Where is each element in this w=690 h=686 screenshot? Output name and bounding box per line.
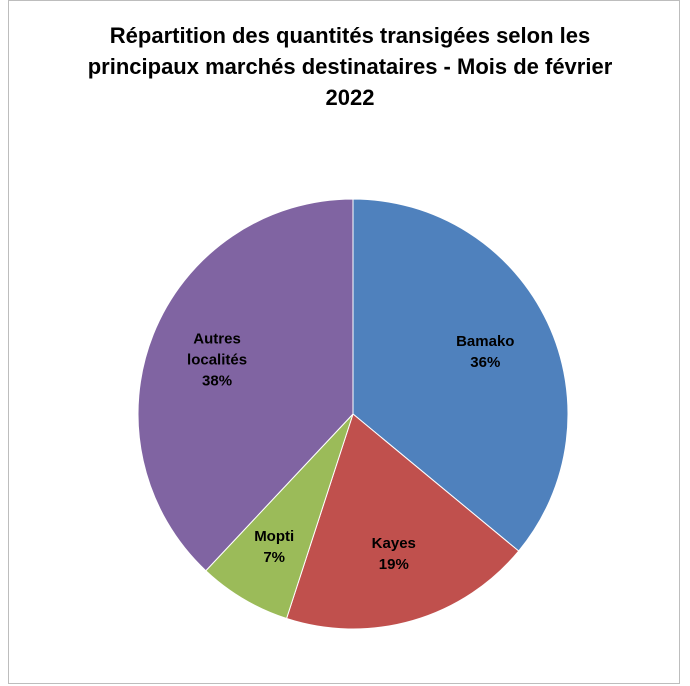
- slice-label: Autres localités 38%: [172, 329, 262, 392]
- chart-title: Répartition des quantités transigées sel…: [87, 23, 613, 110]
- pie-slice: [285, 413, 520, 630]
- value-label: 19%: [378, 556, 409, 574]
- value-label: 7%: [263, 549, 286, 567]
- slice-label: Mopti 7%: [229, 526, 319, 568]
- slice-label: Bamako 36%: [440, 331, 530, 373]
- slice-label: Kayes 19%: [349, 533, 439, 575]
- value-label: 38%: [202, 372, 233, 390]
- category-label: Kayes: [371, 535, 416, 553]
- pie-slice: [137, 198, 354, 572]
- category-label: Autres localités: [187, 330, 248, 369]
- value-label: 36%: [470, 353, 501, 371]
- chart-frame: [8, 0, 680, 684]
- category-label: Bamako: [456, 332, 515, 350]
- category-label: Mopti: [254, 528, 295, 546]
- pie-slice: [352, 198, 569, 552]
